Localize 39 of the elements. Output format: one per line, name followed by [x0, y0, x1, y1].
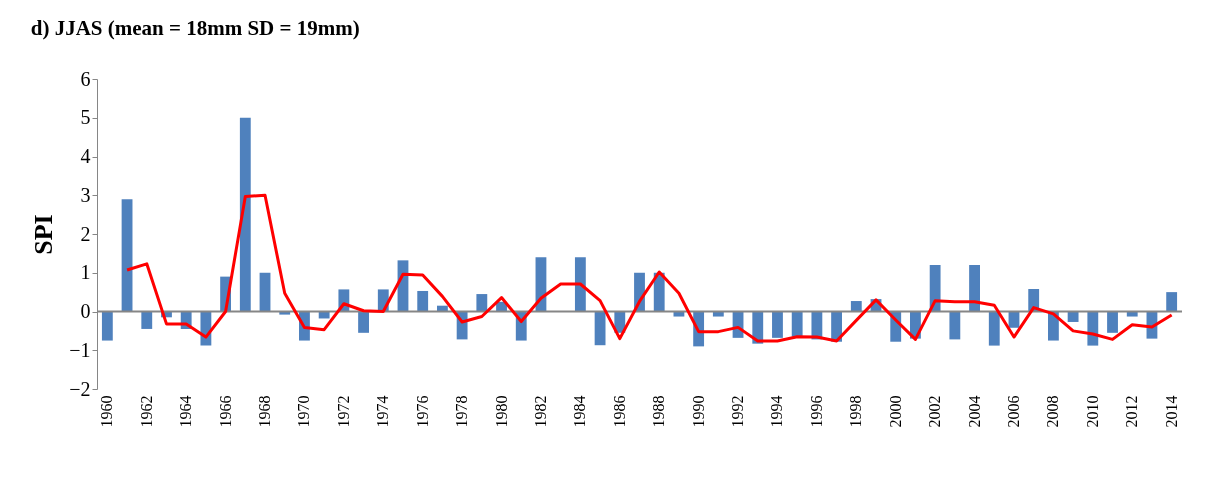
- x-tick-label: 1978: [453, 395, 471, 428]
- y-tick-label: 1: [80, 261, 91, 284]
- x-tick-label: 1970: [295, 395, 313, 428]
- x-tick-label: 1968: [256, 395, 274, 428]
- y-tick-label: 2: [80, 222, 91, 245]
- x-tick-label: 1982: [531, 395, 549, 428]
- x-tick-label: 1962: [137, 395, 155, 428]
- x-tick-label: 2002: [926, 395, 944, 428]
- x-tick-label: 1998: [847, 395, 865, 428]
- x-tick-label: 1986: [610, 395, 628, 428]
- y-tick-label: 0: [80, 300, 91, 322]
- x-tick-label: 1972: [334, 395, 352, 428]
- x-tick-label: 2004: [965, 395, 983, 428]
- x-tick-label: 1994: [768, 395, 786, 428]
- y-tick-label: −2: [69, 377, 91, 400]
- x-tick-label: 1964: [177, 395, 195, 428]
- x-tick-label: 1996: [807, 395, 825, 428]
- x-tick-label: 2000: [886, 395, 904, 428]
- y-tick-label: 3: [80, 183, 91, 206]
- x-tick-label: 1976: [413, 395, 431, 428]
- x-tick-label: 1974: [374, 395, 392, 428]
- chart-title: d) JJAS (mean = 18mm SD = 19mm): [30, 16, 360, 40]
- x-tick-label: 1984: [571, 395, 589, 428]
- x-tick-label: 2010: [1083, 395, 1101, 428]
- y-tick-label: −1: [69, 338, 91, 361]
- x-tick-label: 1960: [98, 395, 116, 428]
- x-tick-label: 2014: [1162, 395, 1180, 428]
- y-tick-label: 6: [80, 67, 91, 90]
- x-tick-label: 1988: [650, 395, 668, 428]
- y-axis-title: SPI: [29, 214, 59, 255]
- x-tick-label: 2008: [1044, 395, 1062, 428]
- x-tick-label: 1992: [729, 395, 747, 428]
- y-tick-label: 4: [80, 145, 91, 167]
- x-tick-label: 2012: [1123, 395, 1141, 428]
- x-tick-label: 1966: [216, 395, 234, 428]
- y-tick-label: 5: [80, 106, 91, 129]
- x-tick-label: 1990: [689, 395, 707, 428]
- x-tick-label: 1980: [492, 395, 510, 428]
- x-tick-label: 2006: [1004, 395, 1022, 428]
